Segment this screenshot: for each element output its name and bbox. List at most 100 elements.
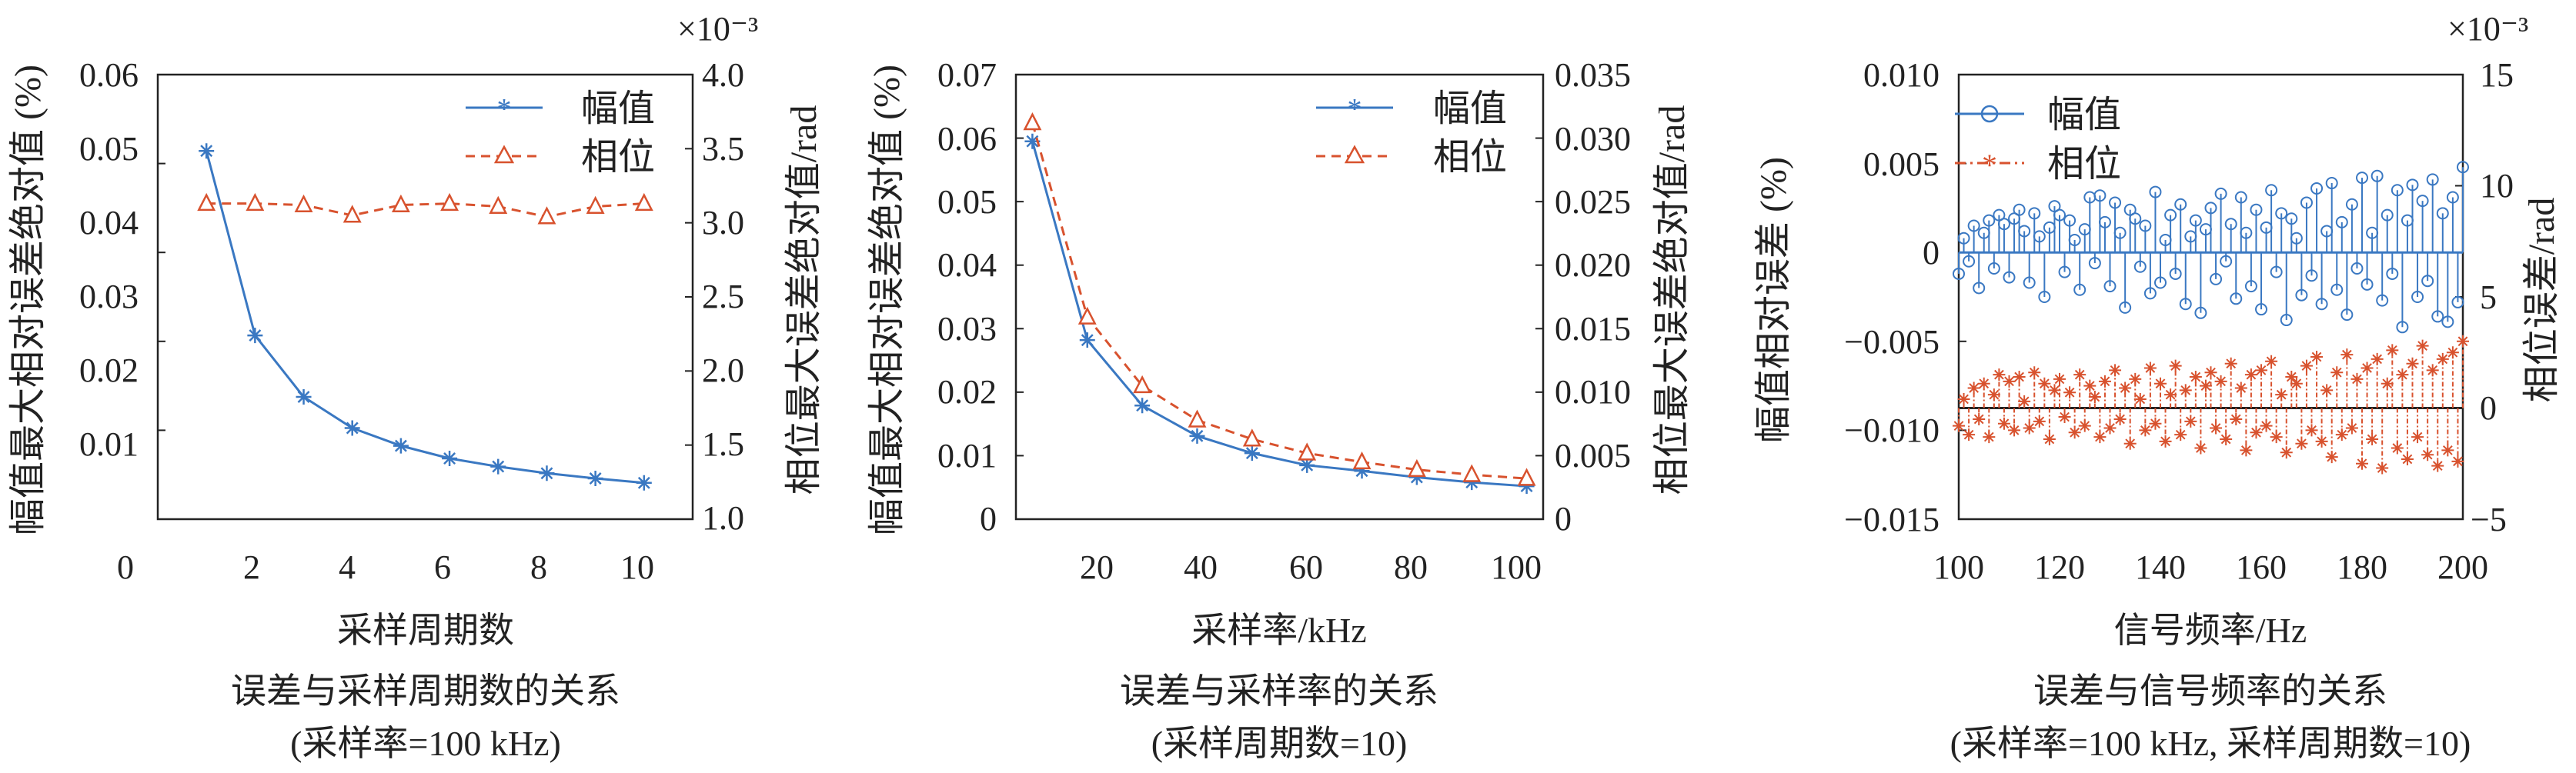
chart-a-y2tick: 1.5	[702, 425, 744, 463]
chart-c-point-amplitude	[2325, 177, 2338, 190]
chart-a-y2ticks: 4.0 3.5 3.0 2.5 2.0 1.5 1.0	[702, 56, 744, 537]
chart-c-point-phase	[2078, 419, 2091, 432]
chart-c-point-amplitude	[2068, 234, 2081, 247]
chart-a-legend-label-amplitude: 幅值	[581, 88, 655, 129]
chart-c-point-amplitude	[2396, 321, 2409, 334]
chart-c-subcaption: (采样率=100 kHz, 采样周期数=10)	[1950, 724, 2471, 763]
chart-c-point-phase	[1953, 419, 1965, 432]
chart-c-y1tick: 0.005	[1863, 145, 1940, 183]
chart-c-y1ticks: 0.010 0.005 0 −0.005 −0.010 −0.015	[1844, 56, 1940, 538]
chart-c-point-amplitude	[2300, 196, 2313, 209]
chart-c-point-phase	[2416, 339, 2429, 352]
chart-b-y2tick: 0.030	[1555, 120, 1631, 158]
chart-c-point-amplitude	[1997, 218, 2010, 231]
chart-c-point-phase	[2023, 421, 2036, 435]
chart-a-y1tick: 0.06	[79, 56, 139, 94]
chart-b-point-phase	[1242, 428, 1261, 447]
chart-c-y2tick: −5	[2471, 501, 2507, 538]
chart-a-point-amplitude	[393, 438, 409, 454]
chart-c-point-phase	[2250, 426, 2263, 439]
chart-c-point-phase	[2396, 368, 2409, 382]
chart-c-y2tick: 0	[2480, 389, 2497, 427]
chart-c-y1tick: −0.005	[1844, 323, 1940, 361]
chart-b-point-amplitude	[1464, 475, 1480, 491]
chart-c-point-amplitude	[2421, 275, 2434, 288]
chart-b: 20 40 60 80 100 0.07 0.06 0.05 0.04 0.03…	[867, 56, 1692, 763]
chart-c-point-phase	[2330, 366, 2344, 379]
chart-a-legend-marker-amplitude: *	[497, 93, 512, 125]
chart-c-point-amplitude	[2179, 298, 2192, 311]
chart-c-point-amplitude	[1967, 219, 1980, 232]
chart-b-y1tick: 0.04	[937, 246, 997, 284]
chart-c-point-amplitude	[2240, 226, 2253, 239]
chart-c-point-phase	[2210, 421, 2223, 435]
chart-b-xtick: 60	[1289, 548, 1323, 586]
chart-c-point-amplitude	[1953, 267, 1965, 280]
chart-a-point-phase	[342, 205, 362, 223]
chart-a-point-phase	[197, 192, 216, 212]
chart-c-point-phase	[2083, 379, 2097, 392]
chart-c-y2tick: 10	[2480, 167, 2514, 205]
chart-c-point-phase	[2350, 372, 2364, 385]
chart-b-legend-label-phase: 相位	[1433, 137, 1507, 178]
chart-c-point-phase	[2260, 419, 2273, 432]
chart-c-point-phase	[2325, 451, 2338, 464]
chart-c-point-amplitude	[2391, 184, 2404, 197]
chart-b-y2tick: 0.005	[1555, 437, 1631, 475]
chart-a-point-phase	[391, 194, 410, 213]
chart-b-point-phase	[1188, 409, 1207, 428]
chart-a-y1tick: 0.01	[79, 425, 139, 463]
chart-a-series-line-1	[206, 202, 644, 218]
chart-c-point-phase	[2391, 441, 2404, 455]
chart-c-point-phase	[2300, 359, 2313, 372]
chart-c-point-amplitude	[2210, 272, 2223, 285]
chart-b-point-phase	[1352, 451, 1372, 470]
chart-b-point-amplitude	[1354, 463, 1370, 479]
chart-c-point-phase	[2018, 395, 2031, 408]
chart-b-y1tick: 0.06	[937, 120, 997, 158]
chart-b-point-phase	[1133, 375, 1152, 394]
chart-a-xtick: 2	[243, 548, 260, 586]
chart-c-point-phase	[2305, 424, 2318, 437]
chart-c-point-phase	[2411, 431, 2424, 444]
chart-b-xtick: 80	[1394, 548, 1428, 586]
chart-a-y2-exponent: ×10⁻³	[677, 10, 758, 48]
chart-c-point-phase	[2143, 362, 2157, 375]
chart-c-point-phase	[2360, 362, 2374, 375]
chart-b-y1tick: 0.02	[937, 373, 997, 411]
chart-c-point-amplitude	[2335, 215, 2348, 228]
chart-c-legend-marker-amplitude	[1980, 105, 1999, 123]
chart-c-point-amplitude	[2244, 280, 2257, 293]
chart-c-point-phase	[2255, 364, 2267, 377]
chart-a-caption: 误差与采样周期数的关系	[231, 671, 620, 711]
chart-a-point-phase	[586, 195, 605, 214]
chart-c-xticks: 100 120 140 160 180 200	[1933, 548, 2488, 586]
chart-c-point-phase	[1963, 428, 1976, 441]
chart-c-point-amplitude	[2133, 260, 2147, 273]
chart-c-point-phase	[2058, 411, 2071, 424]
chart-c-point-phase	[2366, 432, 2379, 445]
chart-c-point-phase	[2441, 444, 2454, 457]
chart-c-point-phase	[2179, 384, 2192, 397]
chart-a-legend: * 幅值 相位	[466, 88, 655, 178]
chart-c-point-amplitude	[2350, 262, 2364, 275]
chart-a-y2tick: 3.0	[702, 204, 744, 242]
chart-c-point-phase	[2265, 355, 2278, 368]
chart-c-point-amplitude	[2451, 295, 2464, 308]
chart-c-point-phase	[2204, 366, 2217, 379]
chart-c-marks	[1953, 74, 2469, 520]
chart-c-point-amplitude	[2386, 267, 2399, 280]
chart-b-xtick: 40	[1184, 548, 1218, 586]
chart-c-point-amplitude	[2310, 182, 2324, 195]
chart-c-point-amplitude	[2113, 226, 2127, 239]
chart-c-point-amplitude	[2174, 198, 2187, 211]
chart-c-point-phase	[2230, 412, 2243, 425]
chart-a-legend-label-phase: 相位	[581, 137, 655, 178]
chart-c-point-amplitude	[2371, 169, 2384, 182]
chart-c-point-phase	[2149, 417, 2162, 430]
chart-c-point-amplitude	[2295, 288, 2308, 302]
chart-c-point-phase	[2048, 384, 2061, 397]
chart-c-point-amplitude	[2220, 255, 2233, 268]
chart-c-point-amplitude	[2345, 198, 2358, 211]
chart-c-point-amplitude	[1987, 262, 2000, 275]
